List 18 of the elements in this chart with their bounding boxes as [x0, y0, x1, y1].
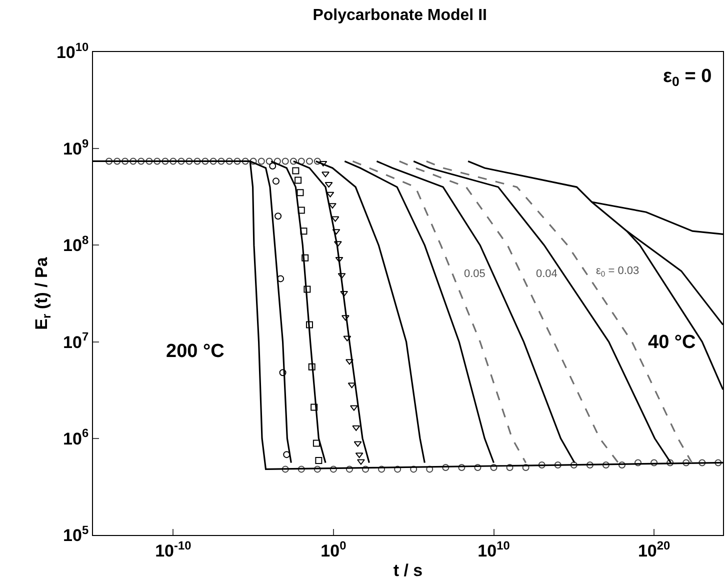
- annotation: ε$_{0}$ = 0: [663, 66, 712, 89]
- annotation: 0.05: [464, 268, 486, 280]
- x-tick-label: 10$^{20}$: [638, 538, 671, 560]
- annotation: ε$_{0}$ = 0.03: [596, 265, 640, 278]
- y-tick-label: 10$^{8}$: [63, 233, 89, 256]
- chart-title: Polycarbonate Model II: [312, 6, 487, 24]
- y-tick-label: 10$^{10}$: [56, 40, 89, 62]
- annotation: 200 °C: [166, 341, 225, 362]
- annotation: 0.04: [536, 268, 558, 280]
- y-tick-label: 10$^{9}$: [63, 136, 89, 159]
- y-tick-label: 10$^{6}$: [63, 426, 89, 448]
- y-tick-label: 10$^{7}$: [63, 330, 89, 352]
- x-tick-label: 10$^{0}$: [320, 538, 347, 560]
- x-tick-label: 10$^{-10}$: [155, 538, 192, 560]
- x-axis-title: t / s: [393, 560, 423, 580]
- annotation: 40 °C: [648, 332, 696, 353]
- y-tick-label: 10$^{5}$: [63, 522, 89, 545]
- x-tick-label: 10$^{10}$: [478, 538, 510, 560]
